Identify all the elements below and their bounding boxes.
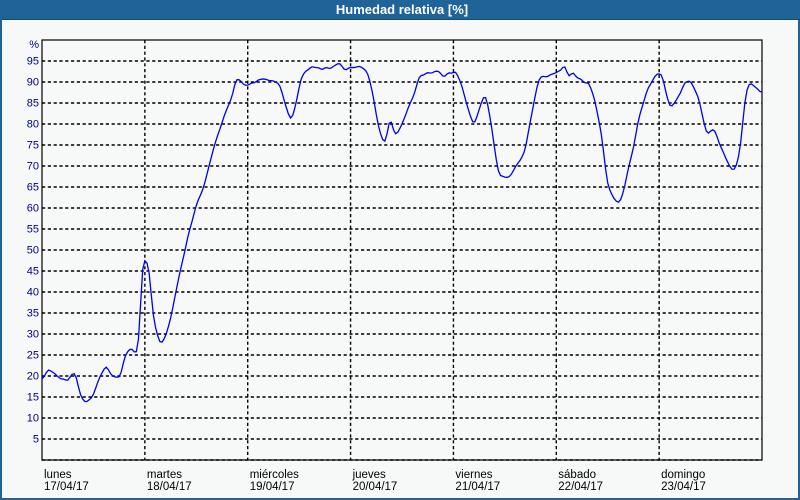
svg-text:lunes: lunes <box>44 469 72 481</box>
svg-text:25: 25 <box>27 350 39 362</box>
svg-text:50: 50 <box>27 245 39 257</box>
svg-text:85: 85 <box>27 98 39 110</box>
svg-text:75: 75 <box>27 140 39 152</box>
svg-text:jueves: jueves <box>352 469 386 481</box>
svg-text:40: 40 <box>27 287 39 299</box>
svg-text:17/04/17: 17/04/17 <box>44 481 89 493</box>
svg-text:viernes: viernes <box>455 469 492 481</box>
svg-text:35: 35 <box>27 308 39 320</box>
svg-text:martes: martes <box>147 469 182 481</box>
svg-text:95: 95 <box>27 56 39 68</box>
svg-text:55: 55 <box>27 224 39 236</box>
svg-text:60: 60 <box>27 203 39 215</box>
svg-text:80: 80 <box>27 119 39 131</box>
svg-text:19/04/17: 19/04/17 <box>250 481 295 493</box>
svg-text:20/04/17: 20/04/17 <box>353 481 398 493</box>
svg-text:30: 30 <box>27 329 39 341</box>
svg-text:22/04/17: 22/04/17 <box>558 481 603 493</box>
svg-text:21/04/17: 21/04/17 <box>455 481 500 493</box>
svg-text:20: 20 <box>27 371 39 383</box>
svg-text:5: 5 <box>33 434 39 446</box>
svg-text:23/04/17: 23/04/17 <box>661 481 706 493</box>
svg-text:18/04/17: 18/04/17 <box>147 481 192 493</box>
svg-text:miércoles: miércoles <box>250 469 299 481</box>
svg-text:70: 70 <box>27 161 39 173</box>
svg-text:domingo: domingo <box>661 469 705 481</box>
svg-text:%: % <box>29 39 39 51</box>
svg-text:65: 65 <box>27 182 39 194</box>
svg-text:10: 10 <box>27 413 39 425</box>
svg-text:90: 90 <box>27 77 39 89</box>
svg-text:45: 45 <box>27 266 39 278</box>
svg-text:sábado: sábado <box>558 469 596 481</box>
svg-text:15: 15 <box>27 392 39 404</box>
